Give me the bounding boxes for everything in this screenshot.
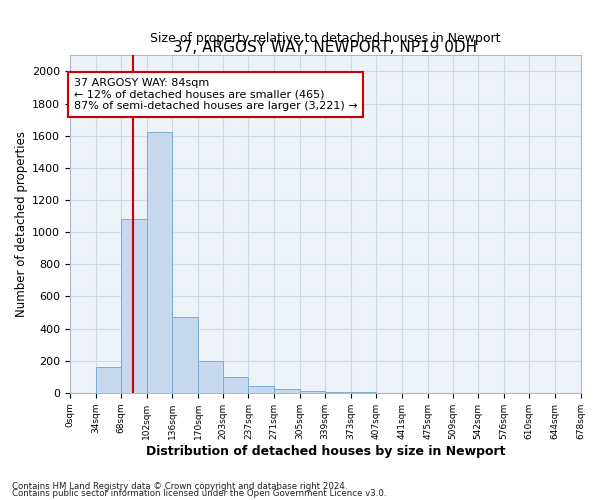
Bar	[95, 367, 121, 393]
Bar	[274, 389, 299, 393]
Text: Contains HM Land Registry data © Crown copyright and database right 2024.: Contains HM Land Registry data © Crown c…	[12, 482, 347, 491]
Bar	[351, 392, 376, 393]
X-axis label: Distribution of detached houses by size in Newport: Distribution of detached houses by size …	[146, 444, 505, 458]
Text: 37 ARGOSY WAY: 84sqm
← 12% of detached houses are smaller (465)
87% of semi-deta: 37 ARGOSY WAY: 84sqm ← 12% of detached h…	[74, 78, 358, 111]
Bar	[248, 386, 274, 393]
Bar	[198, 360, 223, 393]
Bar	[223, 377, 248, 393]
Bar	[121, 220, 147, 393]
Bar	[147, 132, 172, 393]
Title: 37, ARGOSY WAY, NEWPORT, NP19 0DH: 37, ARGOSY WAY, NEWPORT, NP19 0DH	[173, 40, 478, 56]
Y-axis label: Number of detached properties: Number of detached properties	[15, 131, 28, 317]
Bar	[172, 318, 198, 393]
Bar	[325, 392, 351, 393]
Text: Contains public sector information licensed under the Open Government Licence v3: Contains public sector information licen…	[12, 490, 386, 498]
Bar	[299, 391, 325, 393]
Text: Size of property relative to detached houses in Newport: Size of property relative to detached ho…	[150, 32, 500, 44]
